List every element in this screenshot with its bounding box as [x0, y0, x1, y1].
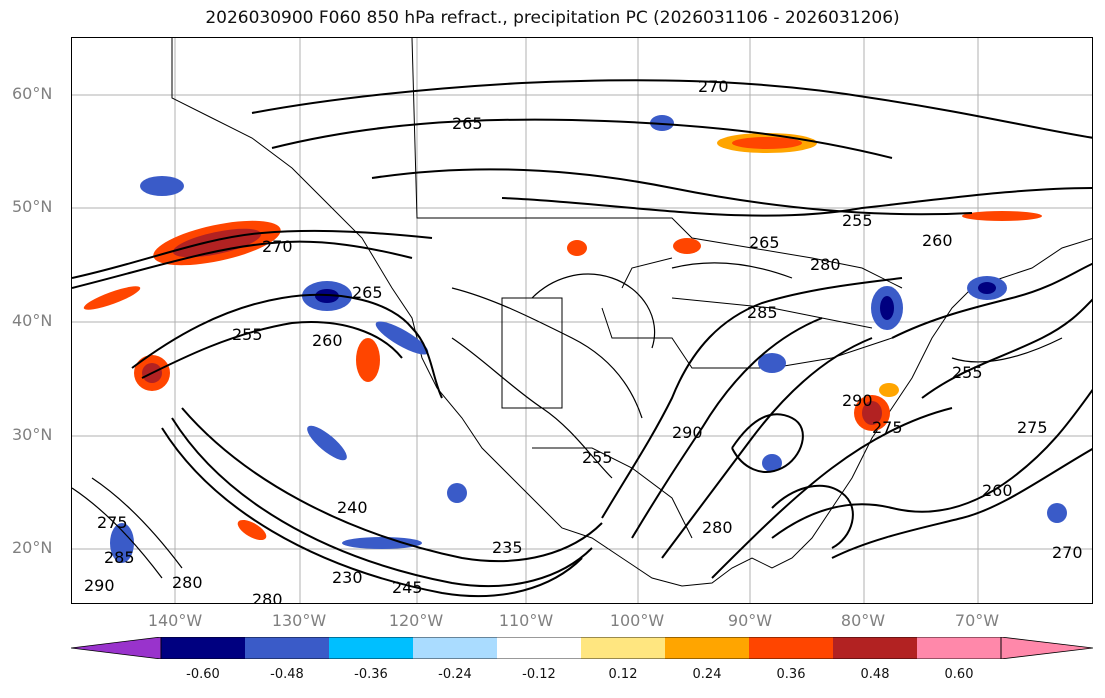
contour-label: 290: [842, 391, 873, 410]
contour-labels: 270 265 255 260 265 280 285 270 290 255 …: [84, 77, 1083, 604]
colorbar-bin: [749, 637, 833, 659]
lon-label: 130°W: [271, 611, 327, 630]
lon-label: 120°W: [388, 611, 444, 630]
contour-label: 290: [672, 423, 703, 442]
lat-label: 40°N: [12, 311, 53, 330]
contour-label: 275: [872, 418, 903, 437]
contour-label: 290: [84, 576, 115, 595]
contour-label: 275: [97, 513, 128, 532]
colorbar-bin: [917, 637, 1001, 659]
contour-label: 260: [982, 481, 1013, 500]
colorbar-bin: [329, 637, 413, 659]
contour-label: 255: [842, 211, 873, 230]
colorbar-tick: -0.48: [270, 667, 304, 682]
contour-label: 285: [747, 303, 778, 322]
map-panel: 270 265 255 260 265 280 285 270 290 255 …: [71, 37, 1093, 604]
colorbar-tick: 0.12: [608, 667, 638, 682]
precip-fill-positive: [83, 133, 1042, 541]
map-canvas: 270 265 255 260 265 280 285 270 290 255 …: [72, 38, 1092, 604]
graticule: [72, 38, 1092, 603]
lon-label: 140°W: [147, 611, 203, 630]
colorbar-tick: -0.36: [354, 667, 388, 682]
colorbar-bin: [665, 637, 749, 659]
contour-label: 255: [232, 325, 263, 344]
lat-label: 20°N: [12, 538, 53, 557]
lon-label: 90°W: [727, 611, 773, 630]
lon-label: 100°W: [609, 611, 665, 630]
contour-label: 265: [452, 114, 483, 133]
contour-label: 280: [172, 573, 203, 592]
contour-label: 230: [332, 568, 363, 587]
contour-label: 270: [698, 77, 729, 96]
colorbar-bin: [497, 637, 581, 659]
colorbar-bin: [413, 637, 497, 659]
lat-label: 50°N: [12, 197, 53, 216]
colorbar-tick: 0.48: [860, 667, 890, 682]
contour-label: 255: [952, 363, 983, 382]
contour-label: 285: [104, 548, 135, 567]
contour-label: 255: [582, 448, 613, 467]
colorbar-tick: -0.60: [186, 667, 220, 682]
contour-label: 270: [1052, 543, 1083, 562]
lon-label: 70°W: [954, 611, 1000, 630]
colorbar-tick: 0.36: [776, 667, 806, 682]
contour-label: 275: [1017, 418, 1048, 437]
contour-label: 265: [352, 283, 383, 302]
colorbar: [71, 637, 1093, 659]
refractivity-contours-thin: [72, 262, 1063, 579]
lon-label: 110°W: [498, 611, 554, 630]
colorbar-bin: [581, 637, 665, 659]
lon-label: 80°W: [840, 611, 886, 630]
colorbar-tick: -0.24: [438, 667, 472, 682]
refractivity-contours: [72, 79, 1092, 598]
colorbar-bin: [833, 637, 917, 659]
colorbar-max-extend: [1000, 637, 1093, 659]
colorbar-tick: -0.12: [522, 667, 556, 682]
coastlines: [171, 38, 1092, 587]
contour-label: 245: [392, 578, 423, 597]
precip-fill-negative: [110, 115, 1067, 563]
lat-label: 30°N: [12, 425, 53, 444]
contour-label: 260: [922, 231, 953, 250]
colorbar-min-extend: [71, 637, 162, 659]
contour-label: 270: [262, 237, 293, 256]
contour-label: 265: [749, 233, 780, 252]
colorbar-tick: 0.24: [692, 667, 722, 682]
contour-label: 280: [252, 590, 283, 604]
contour-label: 235: [492, 538, 523, 557]
contour-label: 260: [312, 331, 343, 350]
contour-label: 240: [337, 498, 368, 517]
map-title: 2026030900 F060 850 hPa refract., precip…: [205, 8, 900, 28]
colorbar-bin: [245, 637, 329, 659]
colorbar-tick: 0.60: [944, 667, 974, 682]
colorbar-bin: [161, 637, 245, 659]
lat-label: 60°N: [12, 84, 53, 103]
contour-label: 280: [810, 255, 841, 274]
contour-label: 280: [702, 518, 733, 537]
